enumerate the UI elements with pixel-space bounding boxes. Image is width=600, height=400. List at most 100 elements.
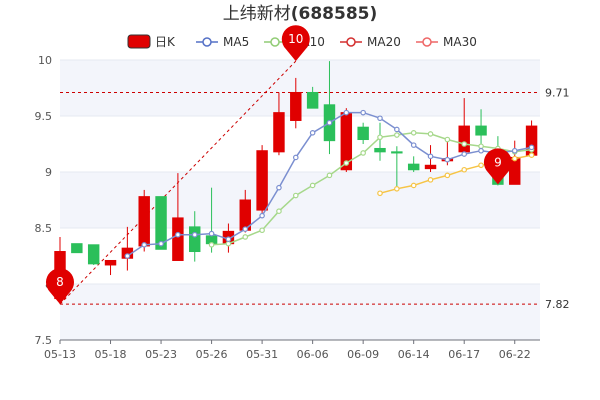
- y-tick-label: 10: [38, 54, 52, 67]
- x-tick-label: 05-23: [145, 348, 177, 361]
- legend-swatch: [202, 37, 212, 47]
- candle-body: [424, 164, 437, 170]
- ma5-point: [225, 236, 232, 243]
- ma5-point: [141, 242, 148, 248]
- ma5-point: [478, 147, 484, 154]
- ma5-point: [511, 147, 518, 154]
- x-tick-label: 06-06: [297, 348, 329, 361]
- x-tick-label: 05-31: [246, 348, 278, 361]
- y-tick-label: 8.5: [35, 222, 53, 235]
- ma5-point: [427, 153, 434, 160]
- candle-body: [290, 91, 302, 121]
- moving-averages: [124, 109, 535, 259]
- grid-band: [60, 172, 540, 228]
- legend-swatch: [422, 37, 432, 47]
- pin-marker: [483, 148, 512, 185]
- ma20-point: [377, 190, 383, 197]
- ma20-point: [444, 172, 451, 179]
- ma10-point: [427, 131, 434, 137]
- ma10-point: [225, 240, 232, 247]
- candle-body: [87, 244, 100, 265]
- ma10-point: [478, 143, 484, 150]
- candle-body: [357, 126, 369, 141]
- ma10-point: [360, 150, 366, 156]
- ma20-point: [394, 186, 400, 192]
- x-tick-label: 06-17: [448, 348, 480, 361]
- ma5-point: [124, 253, 131, 259]
- legend-swatch: [127, 34, 151, 49]
- candle-body: [155, 196, 167, 250]
- pin-label: 8: [56, 275, 64, 289]
- ma10-point: [410, 130, 417, 136]
- candle-body: [256, 150, 268, 211]
- candle-body: [71, 243, 83, 254]
- ma10-point: [377, 134, 383, 141]
- ma20-point: [410, 182, 417, 189]
- legend-label: MA30: [443, 35, 477, 49]
- ma10-point: [276, 208, 282, 215]
- ma5-point: [292, 154, 299, 161]
- x-tick-label: 05-13: [44, 348, 76, 361]
- ma10-point: [259, 227, 265, 234]
- candle-body: [172, 217, 184, 261]
- y-tick-label: 9.5: [35, 110, 53, 123]
- ma5-point: [208, 230, 215, 237]
- ma10-point: [326, 172, 333, 179]
- candle-body: [273, 112, 285, 153]
- ma5-point: [242, 226, 249, 232]
- ma5-point: [276, 184, 282, 191]
- ma5-point: [175, 231, 181, 238]
- candle-body: [374, 147, 386, 153]
- ma5-point: [410, 142, 417, 148]
- x-tick-label: 05-26: [196, 348, 228, 361]
- candle-body: [391, 151, 403, 154]
- ma10-point: [292, 192, 299, 199]
- ma5-point: [377, 115, 383, 122]
- reference-line-label: 7.82: [545, 298, 570, 311]
- ma20-point: [528, 152, 535, 159]
- ma10-point: [242, 234, 249, 240]
- ma5-point: [343, 109, 350, 116]
- ma10-point: [461, 141, 468, 147]
- y-tick-label: 9: [45, 166, 52, 179]
- ma10-point: [444, 136, 451, 143]
- pin-marker: [45, 268, 74, 305]
- x-tick-label: 05-18: [95, 348, 127, 361]
- legend-label: 日K: [155, 35, 176, 49]
- legend-label: MA5: [223, 35, 249, 49]
- candle-body: [407, 163, 420, 171]
- candle-body: [475, 125, 487, 136]
- ma20-point: [511, 155, 518, 162]
- candle-body: [189, 226, 201, 253]
- ma20-point: [478, 162, 484, 169]
- grid-band: [60, 284, 540, 340]
- ma5-point: [158, 240, 164, 247]
- ma5-point: [444, 156, 451, 163]
- pin-label: 10: [288, 32, 303, 46]
- axes: 7.5 8 8.5 9 9.5 10 05-13 05-18 05-23 05-26 05-31 06…: [35, 54, 540, 361]
- candle-body: [104, 259, 117, 266]
- reference-line-label: 9.71: [545, 86, 570, 99]
- ma10-point: [309, 182, 316, 189]
- ma5-point: [461, 151, 468, 157]
- ma5-point: [528, 144, 535, 151]
- pin-label: 9: [494, 155, 502, 169]
- ma10-point: [394, 132, 400, 138]
- legend-swatch: [346, 37, 356, 47]
- pin-marker: [281, 25, 310, 62]
- x-tick-label: 06-22: [499, 348, 531, 361]
- x-tick-label: 06-14: [398, 348, 430, 361]
- candle-body: [138, 196, 150, 247]
- x-tick-label: 06-09: [347, 348, 379, 361]
- candle-body: [306, 91, 319, 109]
- ma5-point: [259, 212, 265, 219]
- ma5-point: [394, 126, 400, 133]
- legend-label: MA20: [367, 35, 401, 49]
- legend-swatch: [270, 37, 280, 47]
- value-pins: 8 10 9: [45, 25, 512, 305]
- ma5-point: [191, 231, 198, 238]
- ma5-point: [360, 109, 366, 116]
- y-tick-label: 7.5: [35, 334, 53, 347]
